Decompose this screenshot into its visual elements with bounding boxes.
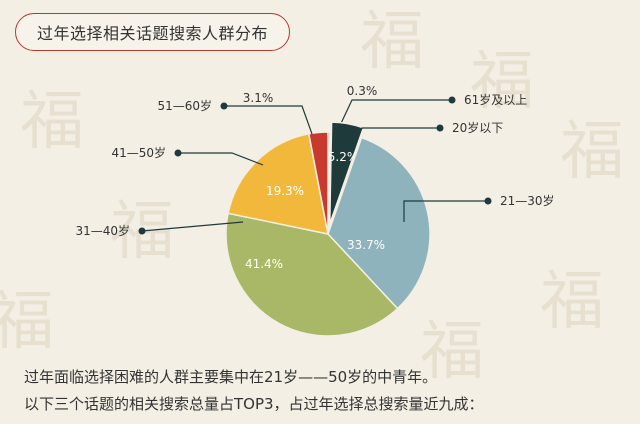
leader-dot — [448, 96, 456, 104]
leader-line — [224, 105, 313, 135]
pie-slice — [307, 131, 329, 235]
slice-value-label: 33.7% — [347, 238, 385, 252]
slice-category-label: 51—60岁 — [157, 98, 212, 113]
slice-category-label: 21—30岁 — [500, 193, 555, 208]
slice-value-label: 0.3% — [347, 84, 378, 98]
slice-value-label: 41.4% — [245, 257, 283, 271]
chart-title-box: 过年选择相关话题搜索人群分布 — [15, 13, 290, 51]
slice-category-label: 31—40岁 — [75, 223, 130, 238]
pie-slice — [227, 132, 329, 235]
chart-title: 过年选择相关话题搜索人群分布 — [36, 24, 268, 43]
pie-slice — [327, 136, 431, 310]
slice-value-label: 5.2% — [328, 150, 359, 164]
slice-category-label: 20岁以下 — [452, 120, 503, 135]
leader-dot — [174, 149, 182, 157]
slice-value-label: 19.3% — [266, 184, 304, 198]
leader-dot — [436, 124, 444, 132]
caption-line-2: 以下三个话题的相关搜索总量占TOP3，占过年选择总搜索量近九成： — [24, 395, 484, 413]
leader-line — [354, 127, 440, 143]
leader-dot — [484, 197, 492, 205]
slice-category-label: 41—50岁 — [111, 145, 166, 160]
leader-line — [178, 152, 264, 166]
caption-line-1: 过年面临选择困难的人群主要集中在21岁——50岁的中青年。 — [24, 368, 438, 386]
leader-line — [403, 200, 488, 222]
slice-value-label: 3.1% — [243, 91, 274, 105]
leader-line — [141, 221, 244, 232]
leader-dot — [220, 102, 228, 110]
slice-category-label: 61岁及以上 — [464, 92, 527, 107]
leader-dot — [138, 227, 146, 235]
pie-slice — [225, 212, 399, 337]
